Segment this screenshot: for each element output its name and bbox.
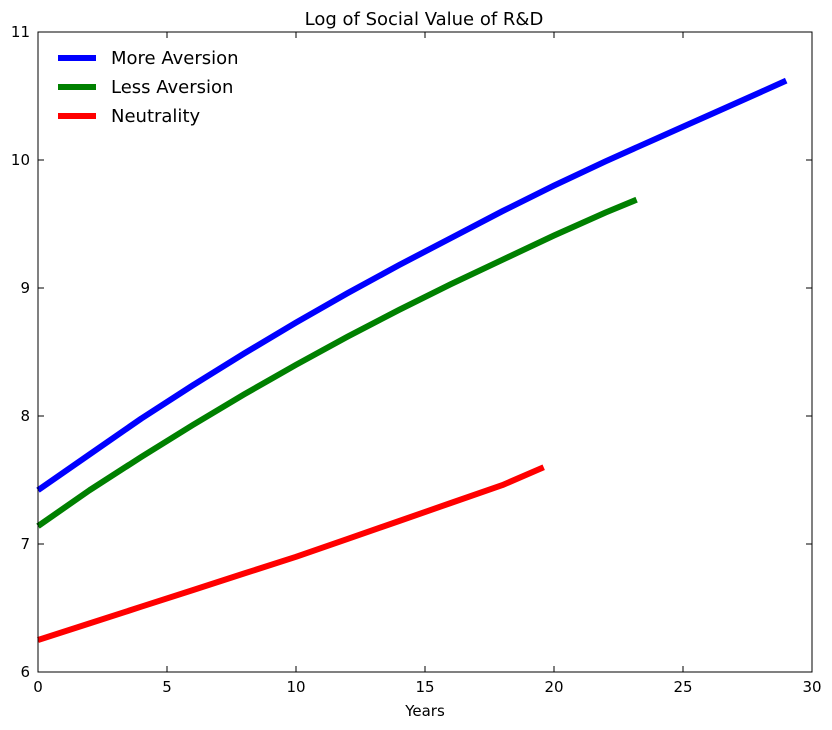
legend-label-0: More Aversion [111,48,239,69]
y-tick-label: 8 [20,407,30,425]
x-tick-label: 30 [802,678,821,696]
y-tick-label: 11 [11,23,30,41]
legend-label-1: Less Aversion [111,77,233,98]
y-tick-label: 9 [20,279,30,297]
x-tick-label: 20 [544,678,563,696]
series-line-0 [36,77,788,493]
legend: More Aversion Less Aversion Neutrality [58,48,239,127]
legend-label-2: Neutrality [111,106,200,127]
plot-frame [37,31,813,673]
x-tick-label: 0 [33,678,43,696]
series-layer [36,77,788,643]
x-tick-label: 10 [286,678,305,696]
y-tick-label: 7 [20,535,30,553]
x-tick-label: 25 [673,678,692,696]
series-line-2 [37,464,545,643]
x-axis-label: Years [404,702,445,720]
ticks-layer: 0 5 10 15 20 25 30 6 7 8 9 10 11 [11,23,822,696]
series-line-1 [36,196,638,529]
y-tick-label: 10 [11,151,30,169]
y-tick-label: 6 [20,663,30,681]
x-tick-label: 15 [415,678,434,696]
chart-title: Log of Social Value of R&D [305,9,544,30]
x-tick-label: 5 [162,678,172,696]
